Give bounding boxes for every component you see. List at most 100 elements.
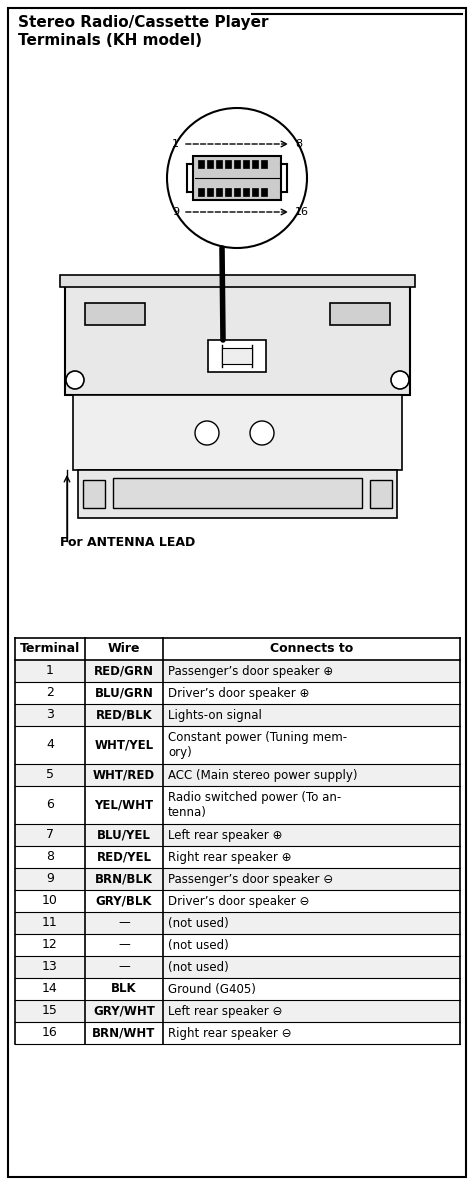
Text: Stereo Radio/Cassette Player: Stereo Radio/Cassette Player <box>18 15 268 30</box>
Text: 15: 15 <box>42 1005 58 1018</box>
Text: 16: 16 <box>295 207 309 217</box>
Text: Passenger’s door speaker ⊕: Passenger’s door speaker ⊕ <box>168 665 333 678</box>
Bar <box>15 1000 460 1021</box>
Bar <box>222 348 252 364</box>
Bar <box>113 478 362 508</box>
Text: 1: 1 <box>172 139 179 149</box>
Text: GRY/WHT: GRY/WHT <box>93 1005 155 1018</box>
Circle shape <box>167 108 307 248</box>
Bar <box>15 726 460 764</box>
Text: (not used): (not used) <box>168 916 229 929</box>
Bar <box>15 824 460 846</box>
Text: Passenger’s door speaker ⊖: Passenger’s door speaker ⊖ <box>168 872 333 885</box>
Text: 3: 3 <box>46 709 54 722</box>
Text: (not used): (not used) <box>168 961 229 974</box>
Text: BLU/YEL: BLU/YEL <box>97 828 151 841</box>
Text: 8: 8 <box>295 139 302 149</box>
Text: GRY/BLK: GRY/BLK <box>96 895 152 908</box>
Text: For ANTENNA LEAD: For ANTENNA LEAD <box>60 536 195 549</box>
Text: 1: 1 <box>46 665 54 678</box>
Bar <box>243 188 249 196</box>
Bar <box>198 160 204 168</box>
Bar <box>207 160 213 168</box>
Bar <box>15 638 460 660</box>
Bar <box>15 867 460 890</box>
Text: Ground (G405): Ground (G405) <box>168 982 256 995</box>
Bar <box>15 978 460 1000</box>
Bar <box>15 764 460 786</box>
Text: 11: 11 <box>42 916 58 929</box>
Bar <box>15 683 460 704</box>
Text: BRN/BLK: BRN/BLK <box>95 872 153 885</box>
Bar <box>193 156 281 200</box>
Text: Radio switched power (To an-
tenna): Radio switched power (To an- tenna) <box>168 792 341 819</box>
Text: WHT/YEL: WHT/YEL <box>94 738 154 751</box>
Text: (not used): (not used) <box>168 939 229 952</box>
Circle shape <box>195 421 219 446</box>
Text: Driver’s door speaker ⊖: Driver’s door speaker ⊖ <box>168 895 310 908</box>
Bar <box>15 934 460 956</box>
Text: —: — <box>118 961 130 974</box>
Text: Left rear speaker ⊖: Left rear speaker ⊖ <box>168 1005 283 1018</box>
Bar <box>15 660 460 683</box>
Circle shape <box>391 371 409 389</box>
Bar <box>198 188 204 196</box>
Bar <box>234 188 240 196</box>
Bar <box>252 160 258 168</box>
Bar <box>261 160 267 168</box>
Text: 10: 10 <box>42 895 58 908</box>
Text: RED/BLK: RED/BLK <box>96 709 152 722</box>
Text: 4: 4 <box>46 738 54 751</box>
Bar <box>65 286 410 395</box>
Text: BLK: BLK <box>111 982 137 995</box>
Text: 16: 16 <box>42 1026 58 1039</box>
Text: Connects to: Connects to <box>270 642 353 655</box>
Text: BRN/WHT: BRN/WHT <box>92 1026 155 1039</box>
Text: Right rear speaker ⊕: Right rear speaker ⊕ <box>168 851 292 864</box>
Bar <box>15 786 460 824</box>
Bar <box>243 160 249 168</box>
Text: 9: 9 <box>172 207 179 217</box>
Text: BLU/GRN: BLU/GRN <box>94 686 154 699</box>
Text: Terminals (KH model): Terminals (KH model) <box>18 33 202 49</box>
Bar <box>15 704 460 726</box>
Bar <box>370 480 392 508</box>
Bar <box>207 188 213 196</box>
Bar <box>216 188 222 196</box>
Text: 12: 12 <box>42 939 58 952</box>
Text: Lights-on signal: Lights-on signal <box>168 709 262 722</box>
Circle shape <box>66 371 84 389</box>
Text: Driver’s door speaker ⊕: Driver’s door speaker ⊕ <box>168 686 310 699</box>
Bar <box>225 188 231 196</box>
Text: 7: 7 <box>46 828 54 841</box>
Bar <box>15 912 460 934</box>
Text: Left rear speaker ⊕: Left rear speaker ⊕ <box>168 828 283 841</box>
Text: RED/GRN: RED/GRN <box>94 665 154 678</box>
Text: RED/YEL: RED/YEL <box>97 851 152 864</box>
Bar <box>15 956 460 978</box>
Bar <box>216 160 222 168</box>
Text: 13: 13 <box>42 961 58 974</box>
Text: Right rear speaker ⊖: Right rear speaker ⊖ <box>168 1026 292 1039</box>
Bar <box>225 160 231 168</box>
Bar <box>261 188 267 196</box>
Bar <box>15 1021 460 1044</box>
Bar <box>234 160 240 168</box>
Text: 8: 8 <box>46 851 54 864</box>
Text: 9: 9 <box>46 872 54 885</box>
Text: —: — <box>118 939 130 952</box>
Text: 2: 2 <box>46 686 54 699</box>
Bar <box>330 303 390 325</box>
Text: 5: 5 <box>46 769 54 781</box>
Text: Terminal: Terminal <box>20 642 80 655</box>
Text: 6: 6 <box>46 799 54 812</box>
Text: 14: 14 <box>42 982 58 995</box>
Text: WHT/RED: WHT/RED <box>93 769 155 781</box>
Circle shape <box>250 421 274 446</box>
Text: —: — <box>118 916 130 929</box>
Text: ACC (Main stereo power supply): ACC (Main stereo power supply) <box>168 769 357 781</box>
Text: Wire: Wire <box>108 642 140 655</box>
Text: YEL/WHT: YEL/WHT <box>94 799 154 812</box>
Bar <box>15 890 460 912</box>
Bar <box>208 340 266 372</box>
